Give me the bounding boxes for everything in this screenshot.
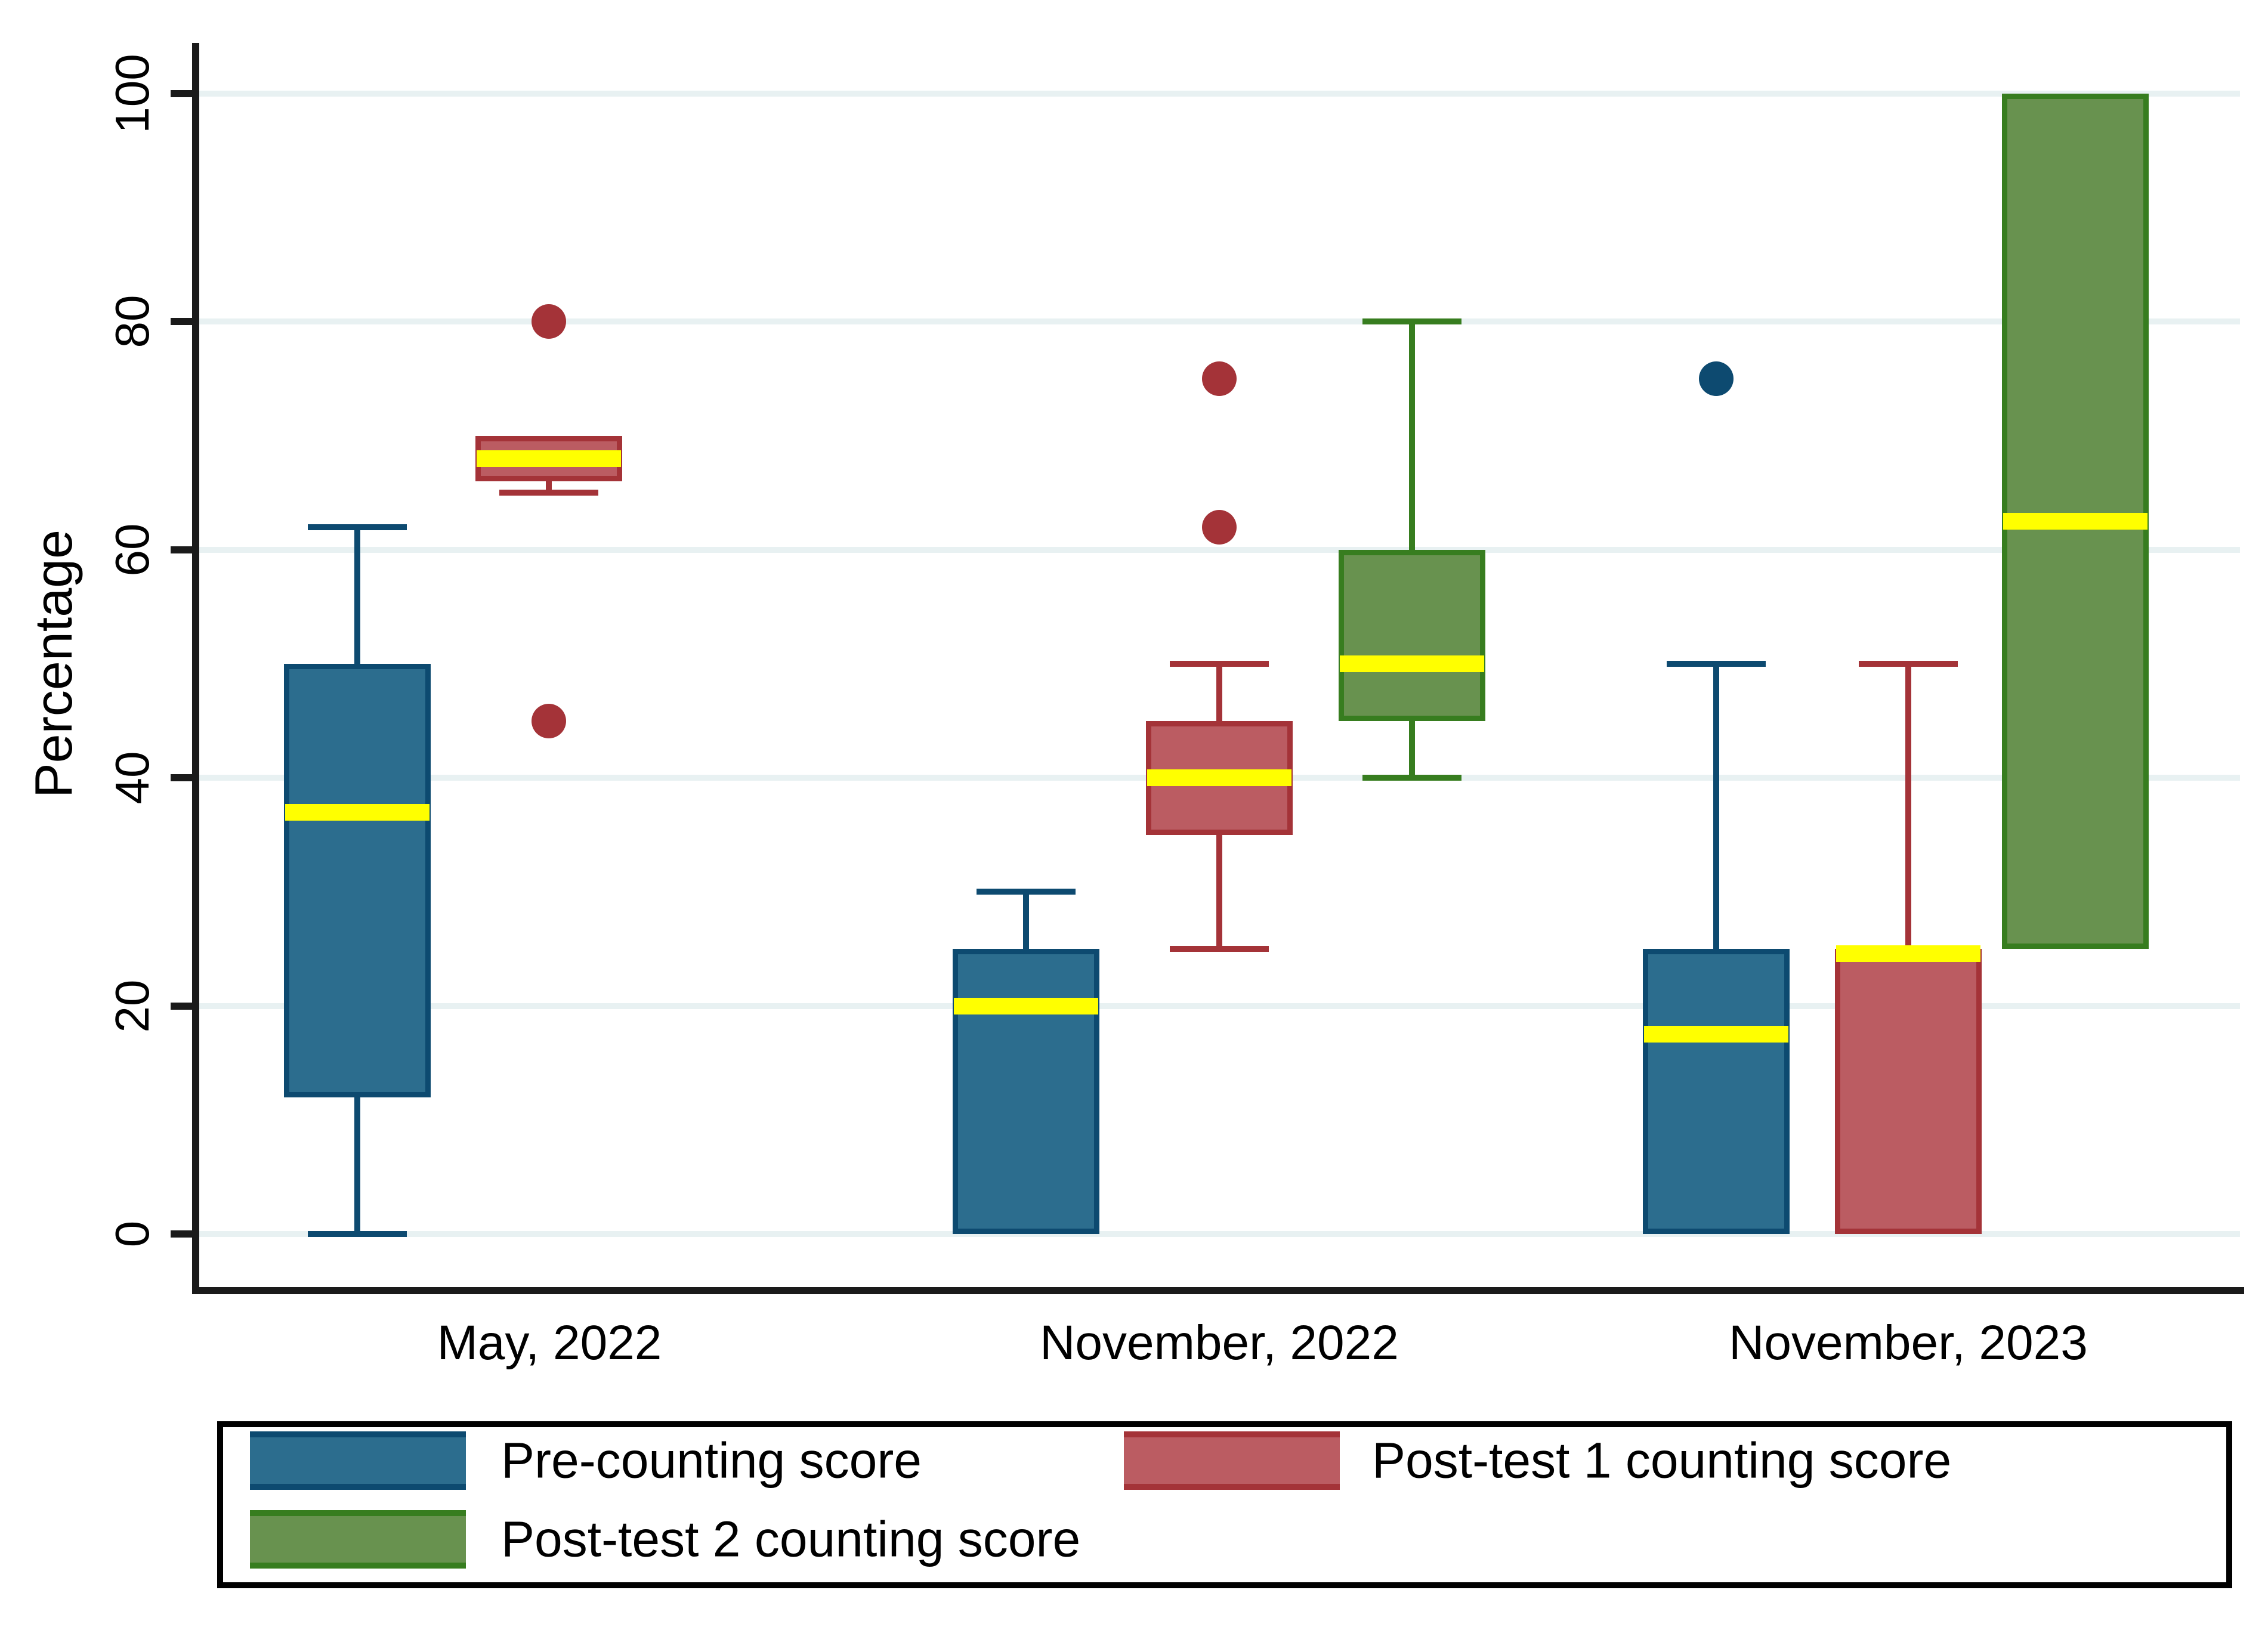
- legend-label: Pre-counting score: [501, 1432, 922, 1489]
- gridline: [199, 546, 2240, 553]
- whisker-cap: [977, 889, 1076, 895]
- y-tick-label: 60: [106, 523, 159, 577]
- median-line: [954, 997, 1098, 1014]
- whisker: [1216, 664, 1222, 721]
- outlier-point: [532, 304, 566, 339]
- x-axis-label: May, 2022: [437, 1316, 662, 1370]
- median-line: [1147, 769, 1291, 787]
- whisker: [1905, 664, 1911, 949]
- legend-swatch: [1124, 1431, 1340, 1490]
- median-line: [1340, 655, 1484, 672]
- y-tick-label: 80: [106, 295, 159, 348]
- gridline: [199, 1231, 2240, 1237]
- whisker-cap: [1362, 318, 1461, 325]
- box: [1643, 949, 1790, 1234]
- legend: Pre-counting score Post-test 1 counting s…: [217, 1421, 2232, 1588]
- y-tick-label: 100: [106, 54, 159, 134]
- gridline: [199, 318, 2240, 325]
- median-line: [477, 450, 621, 467]
- whisker-cap: [499, 490, 598, 496]
- median-line: [2003, 513, 2148, 530]
- whisker: [1409, 720, 1415, 778]
- whisker: [546, 481, 552, 493]
- gridline: [199, 91, 2240, 97]
- y-tick-label: 40: [106, 751, 159, 805]
- box: [953, 949, 1099, 1234]
- median-line: [1836, 945, 1980, 962]
- whisker-cap: [1667, 661, 1766, 667]
- median-line: [285, 803, 430, 821]
- y-tick: [171, 546, 192, 553]
- whisker: [1713, 664, 1719, 949]
- y-tick-label: 0: [106, 1220, 159, 1248]
- whisker: [1216, 834, 1222, 949]
- whisker-cap: [308, 524, 407, 530]
- y-tick: [171, 1230, 192, 1238]
- outlier-point: [1699, 361, 1734, 396]
- whisker: [354, 527, 360, 664]
- x-axis-label: November, 2023: [1729, 1316, 2088, 1370]
- legend-swatch: [250, 1431, 466, 1490]
- whisker: [354, 1097, 360, 1234]
- legend-label: Post-test 1 counting score: [1372, 1432, 1952, 1489]
- whisker-cap: [1170, 946, 1269, 952]
- gridline: [199, 1003, 2240, 1009]
- y-tick: [171, 1002, 192, 1010]
- whisker: [1409, 321, 1415, 550]
- whisker-cap: [1170, 661, 1269, 667]
- outlier-point: [532, 703, 566, 738]
- y-axis-line: [192, 43, 199, 1294]
- y-axis-title: Percentage: [24, 529, 83, 799]
- legend-swatch: [250, 1510, 466, 1569]
- x-axis-line: [192, 1287, 2244, 1294]
- box: [1835, 949, 1982, 1234]
- outlier-point: [1202, 361, 1237, 396]
- whisker-cap: [308, 1231, 407, 1237]
- y-tick: [171, 774, 192, 782]
- y-tick: [171, 318, 192, 326]
- y-tick: [171, 90, 192, 97]
- legend-label: Post-test 2 counting score: [501, 1511, 1081, 1567]
- y-tick-label: 20: [106, 979, 159, 1033]
- whisker-cap: [1859, 661, 1958, 667]
- x-axis-label: November, 2022: [1040, 1316, 1399, 1370]
- whisker-cap: [1362, 775, 1461, 781]
- box: [284, 664, 431, 1097]
- outlier-point: [1202, 509, 1237, 545]
- box: [1339, 549, 1485, 721]
- whisker: [1023, 892, 1029, 949]
- median-line: [1644, 1026, 1788, 1043]
